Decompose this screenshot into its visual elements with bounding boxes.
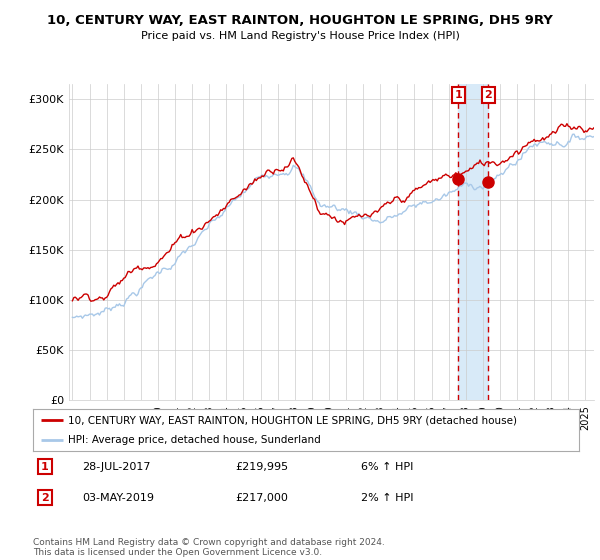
Text: 10, CENTURY WAY, EAST RAINTON, HOUGHTON LE SPRING, DH5 9RY (detached house): 10, CENTURY WAY, EAST RAINTON, HOUGHTON … xyxy=(68,415,517,425)
Text: 1: 1 xyxy=(41,461,49,472)
Text: 2: 2 xyxy=(485,90,493,100)
Text: 2: 2 xyxy=(41,493,49,503)
Text: Contains HM Land Registry data © Crown copyright and database right 2024.
This d: Contains HM Land Registry data © Crown c… xyxy=(33,538,385,557)
Bar xyxy=(458,84,488,400)
Text: £219,995: £219,995 xyxy=(235,461,288,472)
Text: 6% ↑ HPI: 6% ↑ HPI xyxy=(361,461,413,472)
Text: 28-JUL-2017: 28-JUL-2017 xyxy=(82,461,151,472)
Text: 10, CENTURY WAY, EAST RAINTON, HOUGHTON LE SPRING, DH5 9RY: 10, CENTURY WAY, EAST RAINTON, HOUGHTON … xyxy=(47,14,553,27)
Text: £217,000: £217,000 xyxy=(235,493,288,503)
Text: 2% ↑ HPI: 2% ↑ HPI xyxy=(361,493,413,503)
Text: 03-MAY-2019: 03-MAY-2019 xyxy=(82,493,154,503)
Text: 1: 1 xyxy=(455,90,462,100)
Text: HPI: Average price, detached house, Sunderland: HPI: Average price, detached house, Sund… xyxy=(68,435,321,445)
Text: Price paid vs. HM Land Registry's House Price Index (HPI): Price paid vs. HM Land Registry's House … xyxy=(140,31,460,41)
